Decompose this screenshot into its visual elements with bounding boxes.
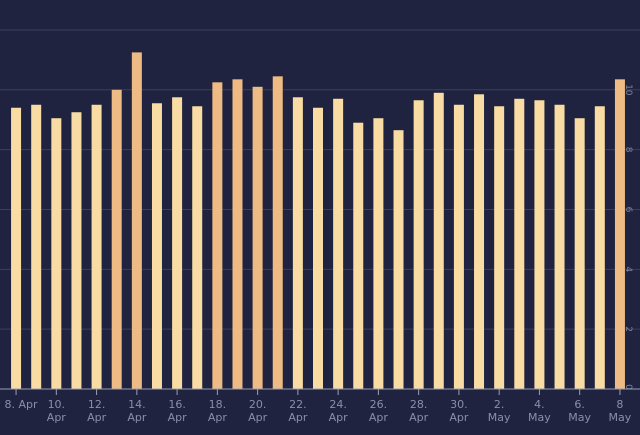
y-tick-label-2: 2	[623, 326, 633, 332]
bar-17[interactable]	[353, 122, 364, 389]
bar-25[interactable]	[514, 98, 525, 389]
x-tick-label-day-3: 14.	[128, 398, 146, 411]
x-tick-label-month-2: Apr	[87, 411, 107, 424]
x-tick-label-month-12: May	[488, 411, 511, 424]
bar-24[interactable]	[494, 106, 505, 390]
x-tick-label-day-13: 4.	[534, 398, 545, 411]
x-tick-label-month-14: May	[568, 411, 591, 424]
y-tick-label-8: 8	[623, 147, 633, 153]
bar-28[interactable]	[574, 118, 585, 389]
bar-30[interactable]	[614, 79, 625, 389]
x-tick-label-day-15: 8	[616, 398, 623, 411]
bar-9[interactable]	[192, 106, 203, 390]
bar-23[interactable]	[474, 94, 485, 390]
x-tick-label-month-4: Apr	[168, 411, 188, 424]
x-tick-label-month-15: May	[609, 411, 632, 424]
bar-3[interactable]	[71, 112, 82, 390]
x-tick-label-day-7: 22.	[289, 398, 307, 411]
bar-20[interactable]	[413, 100, 424, 389]
bar-8[interactable]	[172, 97, 183, 389]
bar-29[interactable]	[594, 106, 605, 390]
bar-19[interactable]	[393, 130, 404, 389]
x-tick-label-month-7: Apr	[288, 411, 308, 424]
bar-4[interactable]	[91, 104, 102, 389]
x-tick-label-month-10: Apr	[409, 411, 429, 424]
y-tick-label-10: 10	[623, 84, 633, 96]
x-tick-label-day-9: 26.	[370, 398, 388, 411]
bar-21[interactable]	[433, 92, 444, 390]
bar-27[interactable]	[554, 104, 565, 389]
bar-10[interactable]	[212, 82, 223, 389]
bar-12[interactable]	[252, 86, 263, 390]
x-tick-label-day-6: 20.	[249, 398, 267, 411]
bar-15[interactable]	[313, 107, 323, 389]
bar-26[interactable]	[534, 100, 545, 389]
x-tick-label-month-9: Apr	[369, 411, 389, 424]
bar-6[interactable]	[131, 52, 142, 390]
bar-14[interactable]	[292, 97, 303, 389]
x-tick-label-month-13: May	[528, 411, 551, 424]
x-tick-label-month-6: Apr	[248, 411, 268, 424]
bar-22[interactable]	[453, 104, 464, 389]
x-tick-label-month-1: Apr	[47, 411, 67, 424]
bar-11[interactable]	[232, 79, 243, 389]
bar-1[interactable]	[31, 104, 42, 389]
bar-16[interactable]	[333, 98, 344, 389]
bar-5[interactable]	[111, 89, 122, 390]
y-tick-label-6: 6	[623, 207, 633, 213]
x-tick-label-month-3: Apr	[127, 411, 147, 424]
y-tick-label-0: 0	[623, 384, 633, 390]
x-tick-label-day-1: 10.	[48, 398, 66, 411]
x-tick-label-day-12: 2.	[494, 398, 505, 411]
x-tick-label-month-11: Apr	[449, 411, 469, 424]
bar-0[interactable]	[11, 107, 22, 389]
bar-7[interactable]	[151, 103, 162, 389]
x-tick-label-day-11: 30.	[450, 398, 468, 411]
x-tick-label-day-8: 24.	[329, 398, 347, 411]
y-tick-label-4: 4	[623, 266, 633, 272]
x-tick-label-day-10: 28.	[410, 398, 428, 411]
bar-2[interactable]	[51, 118, 62, 389]
x-tick-label-day-2: 12.	[88, 398, 106, 411]
x-tick-label-0: 8. Apr	[4, 398, 37, 411]
x-tick-label-day-14: 6.	[574, 398, 585, 411]
x-tick-label-day-5: 18.	[209, 398, 227, 411]
x-tick-label-day-4: 16.	[168, 398, 186, 411]
bar-13[interactable]	[272, 76, 283, 389]
bar-18[interactable]	[373, 118, 384, 389]
x-tick-label-month-8: Apr	[329, 411, 349, 424]
x-tick-label-month-5: Apr	[208, 411, 228, 424]
